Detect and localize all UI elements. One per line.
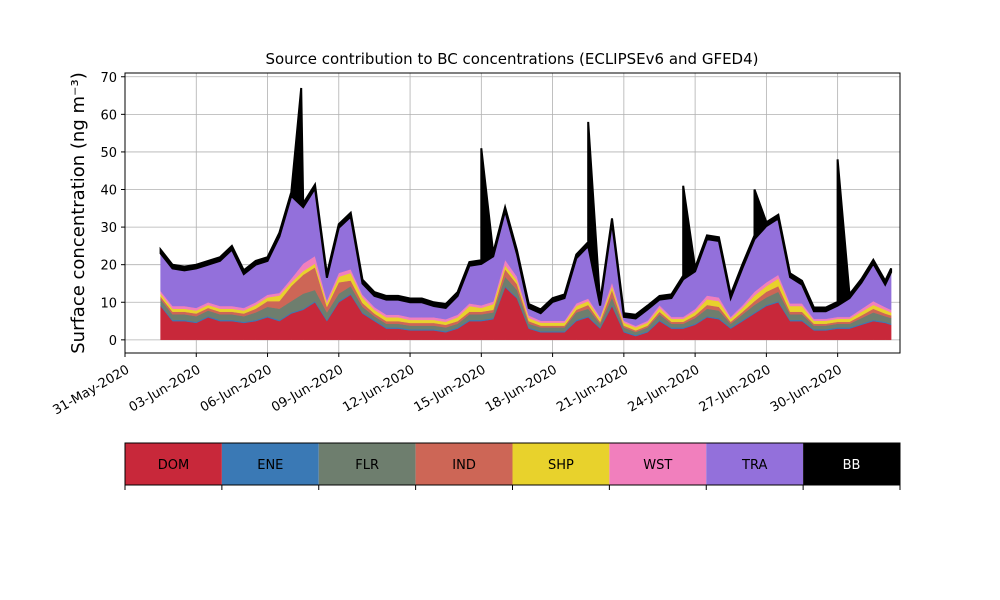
legend-swatch-shp	[512, 443, 610, 485]
legend-swatch-flr	[318, 443, 416, 485]
plot-frame	[124, 72, 901, 354]
y-axis-ticks: 0 10 20 30 40 50 60 70	[100, 71, 125, 349]
x-axis-ticks: 31-May-202003-Jun-202006-Jun-202009-Jun-…	[51, 353, 845, 418]
legend-label-dom: DOM	[158, 458, 189, 473]
y-tick-label: 0	[109, 334, 117, 349]
legend-swatch-tra	[706, 443, 804, 485]
x-tick-label: 24-Jun-2020	[625, 362, 702, 415]
legend-label-tra: TRA	[741, 458, 767, 473]
x-tick-label: 30-Jun-2020	[768, 362, 845, 415]
legend-label-ene: ENE	[257, 458, 283, 473]
legend-swatch-dom	[125, 443, 222, 485]
y-tick-label: 20	[100, 259, 117, 274]
legend-label-wst: WST	[643, 458, 672, 473]
legend-swatch-wst	[609, 443, 707, 485]
y-tick-label: 30	[100, 221, 117, 236]
x-tick-label: 09-Jun-2020	[269, 362, 346, 415]
x-tick-label: 15-Jun-2020	[412, 362, 489, 415]
x-tick-label: 31-May-2020	[51, 362, 133, 418]
y-tick-label: 50	[100, 146, 117, 161]
y-axis-label: Surface concentration (ng m⁻³)	[68, 72, 89, 354]
color-legend-bar: DOM ENE FLR IND SHP WST TRA BB	[124, 442, 901, 490]
x-tick-label: 03-Jun-2020	[127, 362, 204, 415]
stacked-areas	[159, 87, 893, 341]
legend-label-bb: BB	[843, 458, 861, 473]
series-area-bb	[159, 87, 893, 320]
x-tick-label: 21-Jun-2020	[554, 362, 631, 415]
x-tick-label: 06-Jun-2020	[198, 362, 275, 415]
chart-title: Source contribution to BC concentrations…	[265, 50, 758, 68]
legend-label-ind: IND	[452, 458, 476, 473]
legend-label-shp: SHP	[548, 458, 574, 473]
x-tick-label: 12-Jun-2020	[340, 362, 417, 415]
y-tick-label: 10	[100, 296, 117, 311]
y-tick-label: 40	[100, 184, 117, 199]
y-tick-label: 70	[100, 71, 117, 86]
x-tick-label: 18-Jun-2020	[483, 362, 560, 415]
legend-swatch-bb	[803, 443, 900, 485]
y-tick-label: 60	[100, 108, 117, 123]
legend-label-flr: FLR	[355, 458, 379, 473]
x-tick-label: 27-Jun-2020	[697, 362, 774, 415]
legend-swatch-ene	[221, 443, 319, 485]
legend-swatch-ind	[415, 443, 513, 485]
